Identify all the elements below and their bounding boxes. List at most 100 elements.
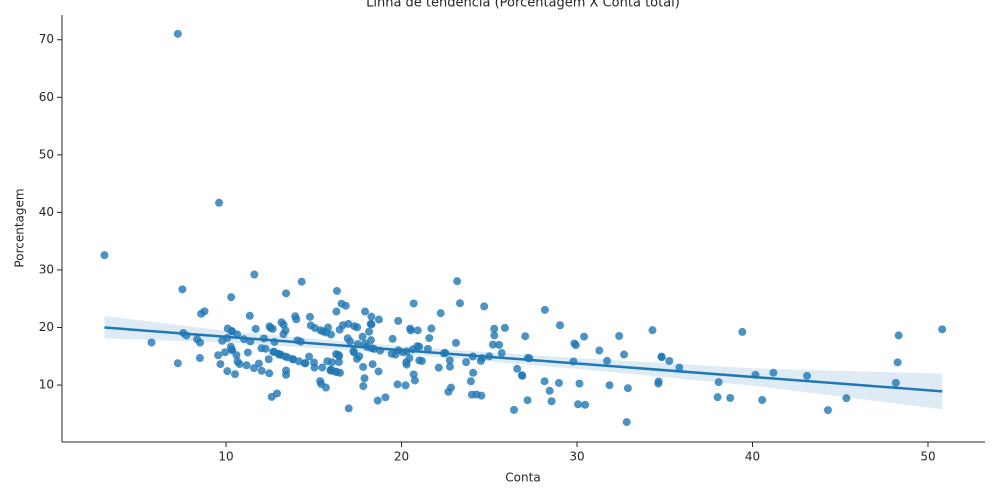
point [316,377,325,386]
point [321,383,330,392]
point [823,406,832,415]
y-tick-label: 40 [39,205,54,219]
point [466,377,475,386]
point [193,335,202,344]
x-axis-label: Conta [505,471,540,485]
point [574,400,583,409]
point [268,324,277,333]
point [726,393,735,402]
point [328,358,337,367]
point [227,293,236,302]
point [297,277,306,286]
point [365,327,374,336]
point [337,299,346,308]
point [335,325,344,334]
point [374,367,383,376]
point [894,331,903,340]
point [455,299,464,308]
point [332,286,341,295]
point [427,324,436,333]
point [267,392,276,401]
point [415,356,424,365]
point [214,351,223,360]
point [332,307,341,316]
point [147,338,156,347]
y-tick-label: 70 [39,32,54,46]
point [675,363,684,372]
point [891,378,900,387]
point [279,330,288,339]
point [331,367,340,376]
x-tick-label: 50 [920,450,935,464]
point [425,334,434,343]
point [462,358,471,367]
y-tick-label: 50 [39,147,54,161]
point [595,346,604,355]
point [654,377,663,386]
point [305,312,314,321]
point [245,311,254,320]
point [282,289,291,298]
point [413,342,422,351]
point [334,358,343,367]
point [250,270,259,279]
point [547,397,556,406]
point [367,336,376,345]
point [359,362,368,371]
point [361,307,370,316]
point [445,356,454,365]
point [261,344,270,353]
y-axis-label: Porcentagem [13,188,27,267]
point [358,332,367,341]
y-tick-label: 60 [39,90,54,104]
point [480,302,489,311]
point [570,339,579,348]
point [367,312,376,321]
point [374,315,383,324]
point [292,315,301,324]
point [445,362,454,371]
point [195,354,204,363]
point [283,353,292,362]
point [555,321,564,330]
point [387,349,396,358]
point [842,394,851,403]
point [657,353,666,362]
point [495,340,504,349]
trend-line [104,326,943,393]
point [360,374,369,383]
point [410,376,419,385]
point [545,386,554,395]
point [540,305,549,314]
point [575,379,584,388]
confidence-band [104,315,943,410]
point [216,360,225,369]
point [803,371,812,380]
point [235,360,244,369]
point [249,364,258,373]
point [100,251,109,260]
point [319,327,328,336]
point [381,393,390,402]
point [444,387,453,396]
point [758,395,767,404]
point [580,332,589,341]
point [665,356,674,365]
point [490,324,499,333]
point [451,338,460,347]
point [243,348,252,357]
point [938,325,947,334]
point [405,354,414,363]
point [223,367,232,376]
point [251,324,260,333]
point [510,405,519,414]
y-tick-label: 10 [39,378,54,392]
point [353,323,362,332]
point [490,331,499,340]
point [368,360,377,369]
point [388,334,397,343]
point [603,356,612,365]
chart-title: Linha de tendência (Porcentagem X Conta … [366,0,680,11]
point [540,377,549,386]
point [274,350,283,359]
